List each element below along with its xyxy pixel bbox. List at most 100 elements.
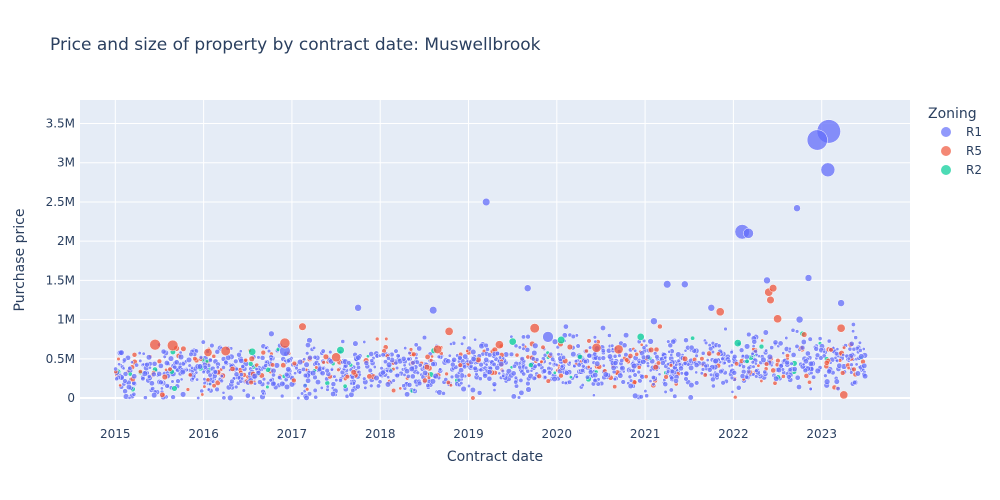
data-point-r1[interactable] bbox=[303, 373, 308, 378]
data-point-r1[interactable] bbox=[600, 325, 605, 330]
data-point-r5[interactable] bbox=[716, 308, 724, 316]
data-point-r5[interactable] bbox=[734, 362, 738, 366]
data-point-r1[interactable] bbox=[862, 373, 867, 378]
data-point-r5[interactable] bbox=[829, 347, 834, 352]
data-point-r1[interactable] bbox=[142, 352, 146, 356]
data-point-r1[interactable] bbox=[815, 368, 821, 374]
data-point-r5[interactable] bbox=[367, 374, 372, 379]
data-point-r1[interactable] bbox=[253, 382, 256, 385]
data-point-r5[interactable] bbox=[657, 324, 662, 329]
data-point-r1[interactable] bbox=[498, 361, 504, 367]
data-point-r1[interactable] bbox=[264, 363, 268, 367]
data-point-r1[interactable] bbox=[386, 356, 390, 360]
data-point-r1[interactable] bbox=[498, 356, 502, 360]
data-point-r5[interactable] bbox=[767, 296, 775, 304]
data-point-r1[interactable] bbox=[639, 395, 644, 400]
data-point-r5[interactable] bbox=[847, 366, 851, 370]
data-point-r1[interactable] bbox=[163, 355, 167, 359]
data-point-r5[interactable] bbox=[323, 354, 329, 360]
data-point-r1[interactable] bbox=[492, 362, 496, 366]
data-point-r2[interactable] bbox=[337, 346, 345, 354]
data-point-r5[interactable] bbox=[375, 337, 379, 341]
data-point-r1[interactable] bbox=[138, 351, 142, 355]
data-point-r1[interactable] bbox=[239, 350, 242, 353]
data-point-r1[interactable] bbox=[305, 378, 310, 383]
data-point-r1[interactable] bbox=[601, 356, 606, 361]
data-point-r1[interactable] bbox=[368, 368, 373, 373]
data-point-r1[interactable] bbox=[457, 355, 462, 360]
data-point-r1[interactable] bbox=[380, 366, 384, 370]
data-point-r1[interactable] bbox=[526, 381, 531, 386]
data-point-r1[interactable] bbox=[668, 350, 671, 353]
data-point-r1[interactable] bbox=[706, 358, 709, 361]
data-point-r1[interactable] bbox=[723, 361, 726, 364]
data-point-r1[interactable] bbox=[114, 367, 118, 371]
data-point-r1[interactable] bbox=[518, 346, 522, 350]
data-point-r1[interactable] bbox=[498, 372, 501, 375]
data-point-r1[interactable] bbox=[814, 346, 819, 351]
data-point-r1[interactable] bbox=[180, 392, 186, 398]
data-point-r1[interactable] bbox=[119, 350, 125, 356]
data-point-r1[interactable] bbox=[683, 361, 687, 365]
data-point-r1[interactable] bbox=[321, 349, 326, 354]
data-point-r1[interactable] bbox=[139, 359, 143, 363]
data-point-r5[interactable] bbox=[425, 354, 430, 359]
data-point-r1[interactable] bbox=[203, 381, 207, 385]
data-point-r2[interactable] bbox=[745, 359, 750, 364]
data-point-r1[interactable] bbox=[785, 336, 789, 340]
data-point-r5[interactable] bbox=[635, 352, 639, 356]
data-point-r1[interactable] bbox=[824, 379, 830, 385]
data-point-r1[interactable] bbox=[563, 324, 568, 329]
data-point-r5[interactable] bbox=[186, 388, 190, 392]
data-point-r1[interactable] bbox=[431, 362, 436, 367]
data-point-r1[interactable] bbox=[189, 352, 194, 357]
data-point-r1[interactable] bbox=[770, 345, 774, 349]
data-point-r1[interactable] bbox=[269, 331, 275, 337]
data-point-r1[interactable] bbox=[234, 372, 239, 377]
data-point-r1[interactable] bbox=[607, 354, 612, 359]
data-point-r1[interactable] bbox=[234, 385, 238, 389]
data-point-r1[interactable] bbox=[310, 370, 316, 376]
data-point-r1[interactable] bbox=[482, 198, 490, 206]
data-point-r1[interactable] bbox=[594, 361, 600, 367]
data-point-r5[interactable] bbox=[221, 346, 231, 356]
data-point-r5[interactable] bbox=[592, 343, 601, 352]
data-point-r5[interactable] bbox=[117, 357, 121, 361]
legend-item-r5[interactable]: R5 bbox=[941, 144, 982, 158]
data-point-r1[interactable] bbox=[808, 337, 813, 342]
data-point-r1[interactable] bbox=[744, 375, 748, 379]
data-point-r1[interactable] bbox=[773, 376, 779, 382]
data-point-r1[interactable] bbox=[485, 347, 489, 351]
data-point-r1[interactable] bbox=[123, 389, 128, 394]
data-point-r1[interactable] bbox=[761, 357, 767, 363]
data-point-r1[interactable] bbox=[123, 379, 128, 384]
data-point-r1[interactable] bbox=[746, 332, 751, 337]
data-point-r1[interactable] bbox=[732, 370, 737, 375]
data-point-r1[interactable] bbox=[374, 375, 380, 381]
data-point-r1[interactable] bbox=[680, 371, 684, 375]
data-point-r1[interactable] bbox=[410, 374, 415, 379]
data-point-r1[interactable] bbox=[683, 338, 688, 343]
data-point-r1[interactable] bbox=[449, 342, 452, 345]
data-point-r5[interactable] bbox=[761, 339, 764, 342]
data-point-r1[interactable] bbox=[743, 228, 753, 238]
data-point-r1[interactable] bbox=[721, 380, 726, 385]
data-point-r1[interactable] bbox=[146, 355, 152, 361]
data-point-r1[interactable] bbox=[380, 370, 385, 375]
data-point-r1[interactable] bbox=[587, 353, 592, 358]
data-point-r1[interactable] bbox=[320, 371, 325, 376]
data-point-r5[interactable] bbox=[801, 332, 807, 338]
data-point-r1[interactable] bbox=[404, 369, 409, 374]
data-point-r1[interactable] bbox=[514, 384, 519, 389]
data-point-r1[interactable] bbox=[304, 395, 310, 401]
data-point-r1[interactable] bbox=[823, 374, 827, 378]
data-point-r5[interactable] bbox=[391, 388, 396, 393]
data-point-r1[interactable] bbox=[216, 366, 220, 370]
data-point-r5[interactable] bbox=[411, 352, 416, 357]
data-point-r1[interactable] bbox=[165, 383, 170, 388]
data-point-r1[interactable] bbox=[519, 378, 523, 382]
data-point-r1[interactable] bbox=[328, 350, 332, 354]
data-point-r1[interactable] bbox=[408, 351, 412, 355]
data-point-r1[interactable] bbox=[128, 396, 131, 399]
data-point-r5[interactable] bbox=[384, 337, 388, 341]
